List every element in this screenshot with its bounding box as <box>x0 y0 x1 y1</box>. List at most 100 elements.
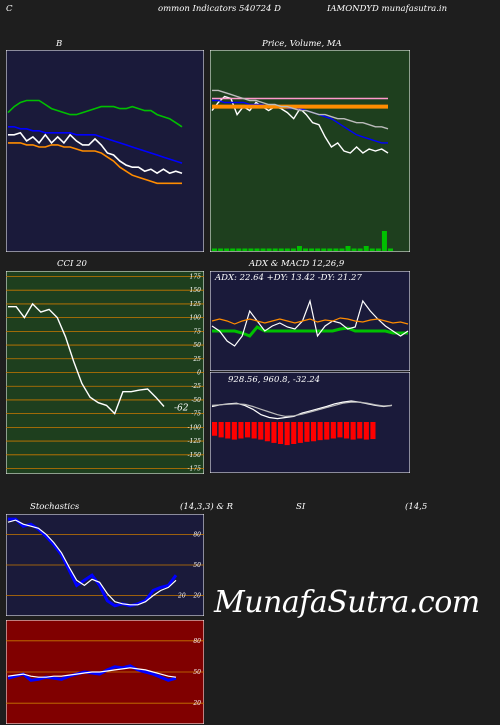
volume-bar <box>242 248 248 251</box>
macd-histogram-bar <box>317 422 323 441</box>
volume-bar <box>266 248 272 251</box>
adx-line--dy <box>211 317 409 325</box>
rsi-tick-label: 50 <box>193 669 201 676</box>
stochastics-title: Stochastics <box>30 502 80 512</box>
volume-bar <box>248 248 254 251</box>
cci-tick-label: 25 <box>192 356 201 363</box>
macd-histogram-bar <box>264 422 270 442</box>
bollinger-line-0 <box>8 131 183 175</box>
volume-bar <box>224 248 230 251</box>
macd-histogram-bar <box>271 422 277 443</box>
macd-histogram-bar <box>324 422 330 440</box>
macd-histogram-bar <box>218 422 224 438</box>
rsi-params: (14,5 <box>405 502 428 512</box>
macd-histogram-bar <box>370 422 376 440</box>
stochastics-last-value-label: 20 <box>177 593 186 600</box>
rsi-line-rsi <box>7 664 177 682</box>
volume-bar <box>339 248 345 251</box>
adx-panel <box>210 271 410 371</box>
cci-tick-label: 125 <box>190 301 202 308</box>
cci-tick-label: -175 <box>188 466 202 473</box>
macd-histogram-bar <box>278 422 284 444</box>
cci-line <box>8 302 165 415</box>
cci-tick-label: 150 <box>190 287 202 294</box>
volume-bar <box>309 248 315 251</box>
volume-bar <box>212 248 217 251</box>
macd-histogram-bar <box>304 422 310 442</box>
volume-bar <box>375 248 381 251</box>
stochastics-tick-label: 80 <box>193 531 201 538</box>
macd-histogram-bar <box>350 422 356 440</box>
volume-bar <box>303 248 309 251</box>
rsi-panel: 80 50 20 <box>6 620 204 724</box>
volume-bar <box>260 248 266 251</box>
bollinger-line-1 <box>7 99 183 128</box>
volume-bar <box>345 246 351 251</box>
stochastics-panel: 80 50 20 20 <box>6 514 204 616</box>
volume-bar <box>369 248 375 251</box>
cci-tick-label: -150 <box>188 452 202 459</box>
volume-bar <box>388 248 393 251</box>
bollinger-panel <box>6 50 204 252</box>
macd-histogram-bar <box>245 422 251 438</box>
price-line-ma-grey <box>212 89 389 130</box>
volume-bar <box>321 248 327 251</box>
volume-bar <box>327 248 333 251</box>
rsi-title: SI <box>296 502 306 512</box>
price-ma-title: Price, Volume, MA <box>262 39 342 49</box>
cci-title: CCI 20 <box>57 259 87 269</box>
cci-tick-label: -75 <box>191 411 201 418</box>
macd-histogram-bar <box>251 422 257 439</box>
macd-histogram-bar <box>258 422 264 440</box>
macd-panel <box>210 372 410 473</box>
volume-bar <box>278 248 284 251</box>
volume-bar <box>230 248 236 251</box>
volume-bar <box>381 231 387 251</box>
macd-histogram-bar <box>297 422 303 443</box>
volume-bar <box>284 248 290 251</box>
cci-tick-label: 0 <box>197 370 201 377</box>
macd-histogram-bar <box>344 422 350 439</box>
header-title: ommon Indicators 540724 D <box>158 4 281 14</box>
cci-tick-label: -125 <box>188 438 202 445</box>
cci-panel: 175 150 125 100 75 50 25 0 -25 -50 -75 -100 -125 -150… <box>6 271 204 474</box>
volume-bar <box>272 248 278 251</box>
macd-histogram-bar <box>330 422 336 439</box>
cci-last-value-label: -62 <box>174 404 189 414</box>
bollinger-title: B <box>56 39 63 49</box>
cci-tick-label: -25 <box>191 383 201 390</box>
volume-bar <box>351 248 357 251</box>
rsi-tick-label: 20 <box>192 700 201 707</box>
bollinger-line-2 <box>8 126 183 164</box>
macd-histogram-bar <box>284 422 290 446</box>
macd-histogram-bar <box>238 422 244 439</box>
stochastics-line-%d <box>7 519 177 606</box>
macd-histogram-bar <box>357 422 363 439</box>
bollinger-line-3 <box>8 142 182 185</box>
volume-bar <box>218 248 224 251</box>
rsi-tick-label: 80 <box>193 638 201 645</box>
macd-histogram-bar <box>225 422 231 439</box>
stochastics-tick-label: 50 <box>193 562 201 569</box>
cci-tick-label: -100 <box>188 424 202 431</box>
rsi-line-rsi-smooth <box>7 667 177 678</box>
volume-bar <box>315 248 321 251</box>
adx-line-+dy <box>211 298 409 347</box>
volume-bar <box>236 248 242 251</box>
adx-line-adx <box>212 325 408 338</box>
adx-values-label: ADX: 22.64 +DY: 13.42 -DY: 21.27 <box>215 273 362 283</box>
volume-bar <box>333 248 339 251</box>
macd-histogram-bar <box>363 422 369 440</box>
macd-values-label: 928.56, 960.8, -32.24 <box>228 375 321 385</box>
cci-tick-label: 175 <box>190 273 202 280</box>
price-background <box>210 50 410 252</box>
macd-histogram-bar <box>291 422 297 444</box>
volume-bar <box>296 246 302 251</box>
cci-tick-label: 50 <box>193 342 201 349</box>
cci-tick-label: -50 <box>191 397 201 404</box>
volume-bar <box>254 248 260 251</box>
macd-histogram-bar <box>212 422 218 436</box>
stochastics-tick-label: 20 <box>192 593 201 600</box>
volume-bar <box>290 248 296 251</box>
cci-tick-label: 100 <box>190 315 202 322</box>
